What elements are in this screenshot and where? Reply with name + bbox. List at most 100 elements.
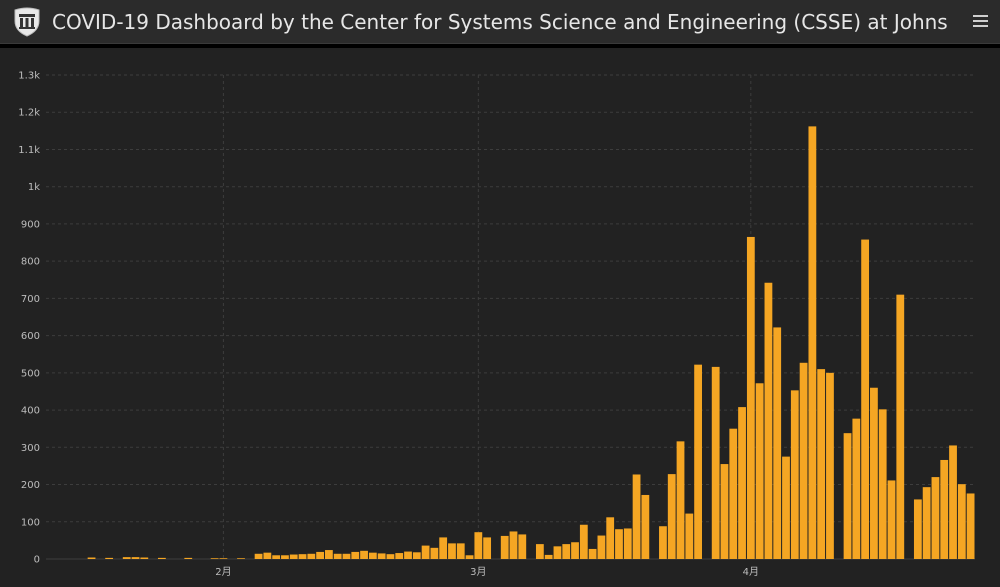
- bar[interactable]: [544, 554, 553, 559]
- bar[interactable]: [676, 441, 685, 559]
- hamburger-menu-icon[interactable]: [968, 8, 994, 34]
- bar[interactable]: [307, 553, 316, 559]
- y-tick-label: 800: [21, 257, 40, 268]
- y-tick-label: 0: [34, 555, 40, 566]
- bar[interactable]: [272, 555, 281, 559]
- y-tick-label: 1.1k: [18, 145, 40, 156]
- y-tick-label: 500: [21, 368, 40, 379]
- bar[interactable]: [456, 543, 465, 559]
- bar[interactable]: [790, 390, 799, 559]
- university-shield-icon: [14, 7, 40, 37]
- bar[interactable]: [430, 547, 439, 559]
- bar[interactable]: [843, 433, 852, 559]
- bar[interactable]: [254, 553, 263, 559]
- bar[interactable]: [887, 480, 896, 559]
- bar[interactable]: [913, 499, 922, 559]
- bar[interactable]: [360, 550, 368, 559]
- bar[interactable]: [632, 474, 641, 559]
- y-tick-label: 900: [21, 219, 40, 230]
- bar[interactable]: [263, 552, 272, 559]
- bar[interactable]: [808, 126, 817, 559]
- bar[interactable]: [289, 554, 298, 559]
- bar[interactable]: [210, 558, 219, 559]
- bar[interactable]: [746, 236, 755, 559]
- bar[interactable]: [395, 553, 404, 559]
- bar[interactable]: [949, 445, 957, 559]
- bar[interactable]: [439, 537, 448, 559]
- bar[interactable]: [685, 513, 694, 559]
- bar[interactable]: [878, 409, 887, 559]
- bar[interactable]: [87, 557, 96, 559]
- bar[interactable]: [694, 364, 702, 559]
- bar[interactable]: [421, 545, 430, 559]
- bar[interactable]: [817, 369, 826, 559]
- bar[interactable]: [386, 554, 395, 559]
- bar[interactable]: [404, 551, 412, 559]
- bar[interactable]: [641, 494, 650, 559]
- bar[interactable]: [597, 535, 606, 559]
- bar[interactable]: [122, 557, 131, 559]
- bar[interactable]: [588, 548, 597, 559]
- bar[interactable]: [553, 546, 562, 559]
- bar[interactable]: [852, 418, 861, 559]
- bar[interactable]: [870, 387, 878, 559]
- bar[interactable]: [940, 459, 949, 559]
- bar[interactable]: [773, 327, 782, 559]
- bar[interactable]: [615, 529, 623, 559]
- bar[interactable]: [571, 542, 579, 559]
- bar[interactable]: [729, 428, 738, 559]
- bar[interactable]: [316, 551, 325, 559]
- bar[interactable]: [105, 557, 114, 559]
- bar[interactable]: [826, 372, 834, 559]
- bar[interactable]: [562, 544, 571, 559]
- bar[interactable]: [474, 532, 483, 559]
- bar[interactable]: [333, 553, 342, 559]
- bar[interactable]: [957, 484, 966, 559]
- bar[interactable]: [623, 528, 632, 559]
- bar[interactable]: [298, 554, 307, 559]
- bar[interactable]: [377, 553, 386, 559]
- bar[interactable]: [896, 294, 905, 559]
- y-tick-label: 300: [21, 443, 40, 454]
- bar[interactable]: [667, 474, 676, 559]
- bar[interactable]: [342, 553, 351, 559]
- bar[interactable]: [755, 383, 764, 559]
- bar[interactable]: [325, 550, 333, 559]
- daily-cases-bar-chart: 0 100 200 300 400 500 600 700 800 900 1k 1.1k 1.2k 1.…: [18, 71, 975, 578]
- y-tick-label: 1.2k: [18, 108, 40, 119]
- bar[interactable]: [448, 543, 456, 559]
- bar[interactable]: [281, 555, 289, 559]
- bar[interactable]: [518, 534, 527, 559]
- y-tick-label: 400: [21, 406, 40, 417]
- bar[interactable]: [711, 366, 720, 559]
- bar[interactable]: [782, 456, 790, 559]
- y-tick-label: 1k: [28, 182, 40, 193]
- bar[interactable]: [966, 493, 975, 559]
- bar[interactable]: [509, 531, 518, 559]
- y-tick-label: 600: [21, 331, 40, 342]
- bar[interactable]: [799, 362, 808, 559]
- bar[interactable]: [922, 487, 931, 559]
- bar[interactable]: [131, 557, 140, 559]
- bar[interactable]: [219, 558, 228, 559]
- bar[interactable]: [579, 524, 588, 559]
- bar[interactable]: [720, 464, 729, 559]
- x-tick-label: 3月: [470, 566, 486, 578]
- bar[interactable]: [931, 477, 940, 559]
- bar[interactable]: [483, 537, 492, 559]
- bar[interactable]: [140, 557, 149, 559]
- bar[interactable]: [764, 282, 773, 559]
- bar[interactable]: [157, 557, 166, 559]
- bar[interactable]: [465, 555, 474, 559]
- bar[interactable]: [368, 552, 377, 559]
- bar[interactable]: [237, 558, 245, 559]
- bar[interactable]: [606, 517, 615, 559]
- bar[interactable]: [184, 557, 193, 559]
- bar[interactable]: [861, 239, 870, 559]
- bar[interactable]: [535, 544, 544, 559]
- bar[interactable]: [412, 552, 421, 559]
- bar[interactable]: [500, 535, 509, 559]
- bar[interactable]: [659, 526, 667, 559]
- bar[interactable]: [351, 551, 360, 559]
- bar[interactable]: [738, 407, 746, 559]
